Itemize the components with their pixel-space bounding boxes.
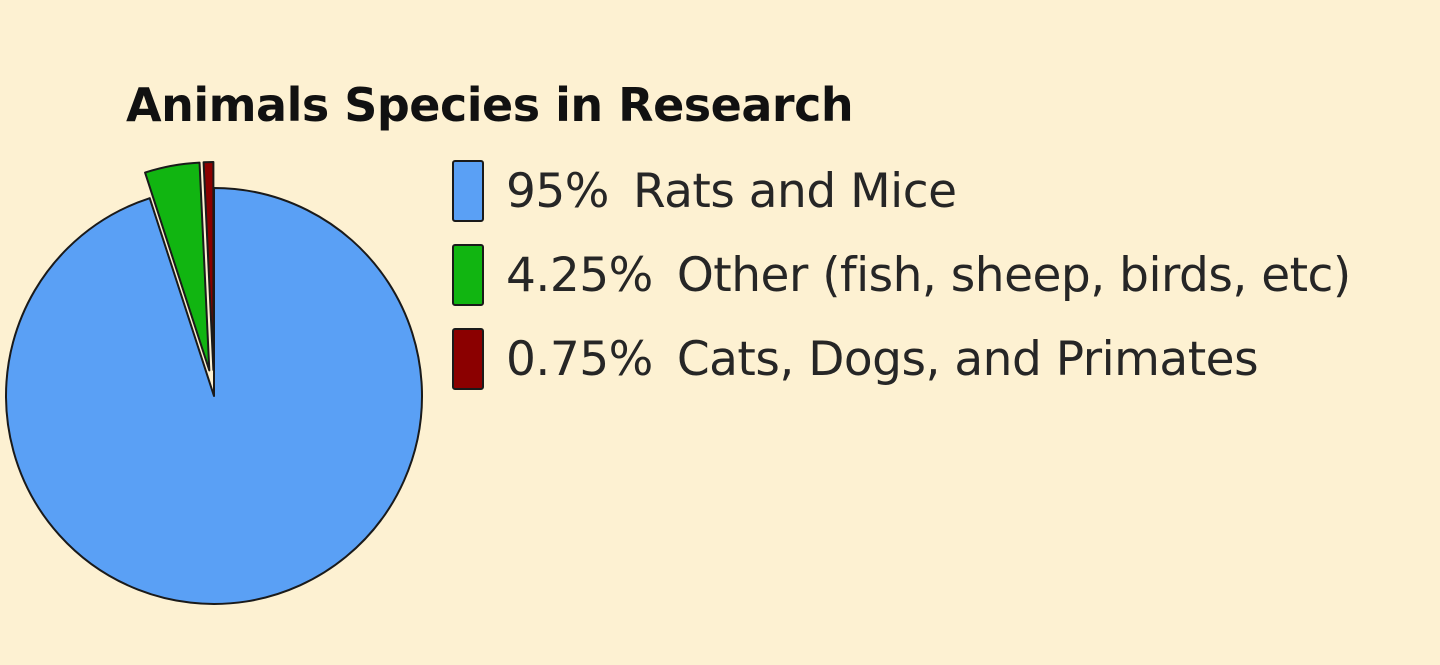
legend: 95% Rats and Mice 4.25% Other (fish, sheep,… [452,158,1351,410]
legend-series-name-other: Other (fish, sheep, birds, etc) [676,247,1351,303]
chart-title: Animals Species in Research [126,78,854,132]
legend-swatch-cats-dogs-primates [452,328,484,390]
pie-slice-other [144,161,211,372]
pie-slice-cats-dogs-primates [202,161,215,372]
legend-value-cats-dogs-primates: 0.75% [506,331,653,387]
legend-label-other: 4.25% Other (fish, sheep, birds, etc) [506,248,1351,303]
legend-label-cats-dogs-primates: 0.75% Cats, Dogs, and Primates [506,331,1259,387]
legend-item-rats-and-mice: 95% Rats and Mice [452,158,1351,224]
legend-item-other: 4.25% Other (fish, sheep, birds, etc) [452,242,1351,308]
legend-swatch-other [452,244,484,306]
legend-item-cats-dogs-primates: 0.75% Cats, Dogs, and Primates [452,326,1351,392]
legend-series-name-cats-dogs-primates: Cats, Dogs, and Primates [676,331,1259,387]
pie-chart [5,161,423,605]
legend-swatch-rats-and-mice [452,160,484,222]
pie-slice-rats-and-mice [5,187,423,605]
legend-value-rats-and-mice: 95% [506,163,609,219]
legend-series-name-rats-and-mice: Rats and Mice [632,163,957,219]
legend-value-other: 4.25% [506,247,653,303]
legend-label-rats-and-mice: 95% Rats and Mice [506,163,957,219]
